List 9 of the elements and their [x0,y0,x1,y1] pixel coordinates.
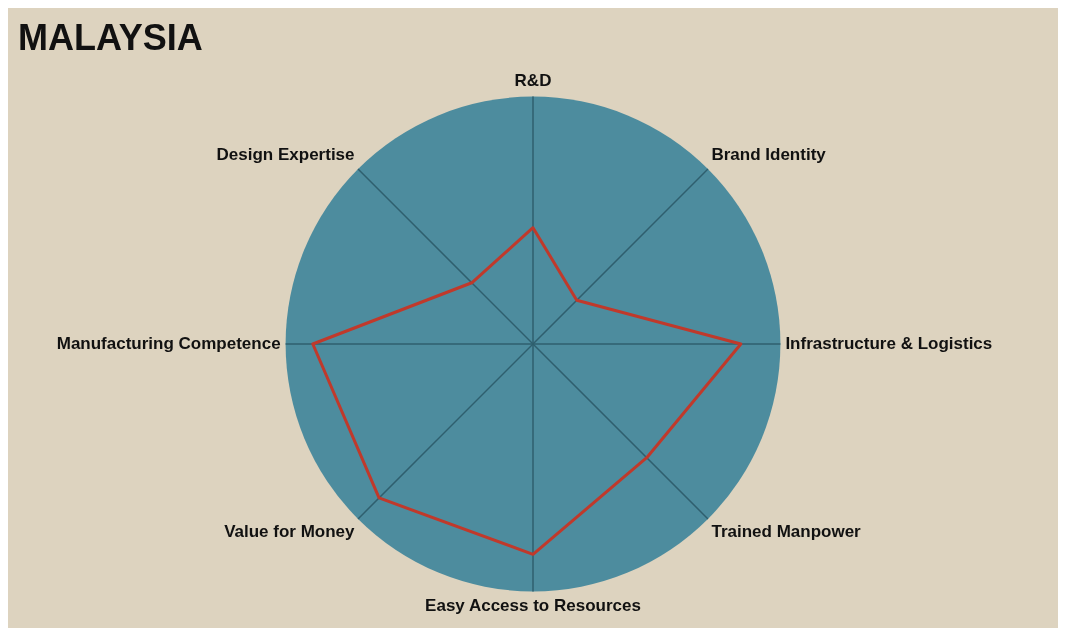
spoke-label: Manufacturing Competence [56,333,281,353]
spoke-label: Value for Money [224,522,356,542]
spoke-label: Brand Identity [711,145,827,165]
spoke-label: Easy Access to Resources [425,596,641,616]
spoke-label: Trained Manpower [711,522,862,542]
spoke-label: R&D [514,71,552,91]
chart-title: MALAYSIA [18,16,203,58]
spoke-label: Design Expertise [216,145,355,165]
spoke-label: Infrastructure & Logistics [785,333,993,353]
